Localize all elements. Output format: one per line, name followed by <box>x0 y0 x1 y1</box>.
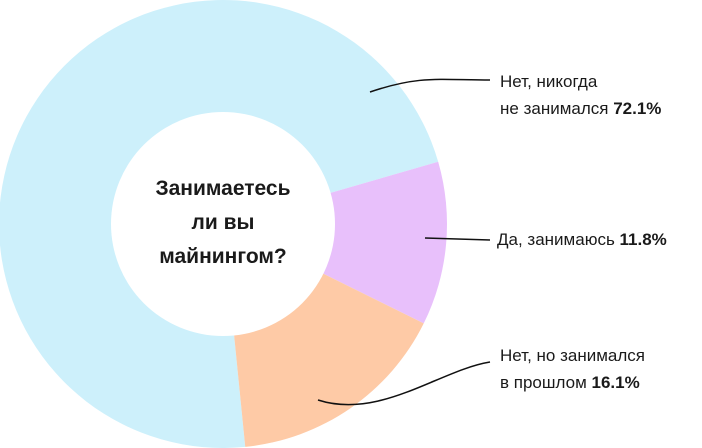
leader-line <box>369 78 491 93</box>
value-label: 16.1% <box>591 373 640 392</box>
slice-label: Нет, но занимался в прошлом 16.1% <box>500 342 645 396</box>
chart-title: Занимаетесь ли вы майнингом? <box>155 177 291 268</box>
value-label: 11.8% <box>619 230 667 249</box>
wedge <box>223 161 447 324</box>
category-label: Нет, никогда не занимался <box>500 72 609 118</box>
donut-hole <box>111 112 335 336</box>
slice-label: Да, занимаюсь 11.8% <box>497 226 667 253</box>
leader-line <box>424 237 491 241</box>
slice-label: Нет, никогда не занимался 72.1% <box>500 68 661 122</box>
category-label: Нет, но занимался в прошлом <box>500 346 645 392</box>
category-label: Да, занимаюсь <box>497 230 615 249</box>
value-label: 72.1% <box>613 99 662 118</box>
leader-line <box>317 361 491 406</box>
